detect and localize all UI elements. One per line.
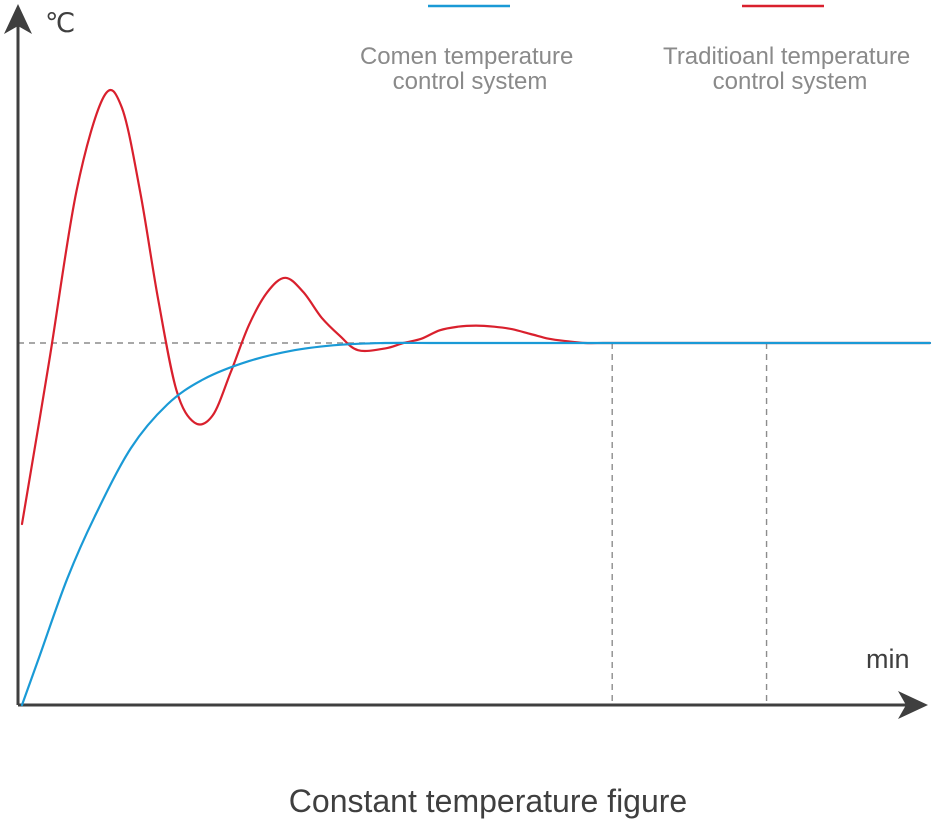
series-line-traditional (20, 88, 932, 526)
series-layer (20, 88, 932, 707)
y-axis-arrow-icon (4, 4, 32, 34)
x-axis-arrow-icon (898, 691, 928, 719)
legend-label-comen: Comen temperature control system (360, 43, 580, 95)
legend-label-traditional: Traditioanl temperature control system (663, 43, 917, 95)
x-axis-label: min (866, 644, 910, 674)
series-line-comen (20, 341, 932, 707)
chart-title: Constant temperature figure (289, 783, 687, 819)
y-axis-label: ℃ (45, 8, 75, 38)
legend: Comen temperature control system Traditi… (360, 4, 917, 95)
